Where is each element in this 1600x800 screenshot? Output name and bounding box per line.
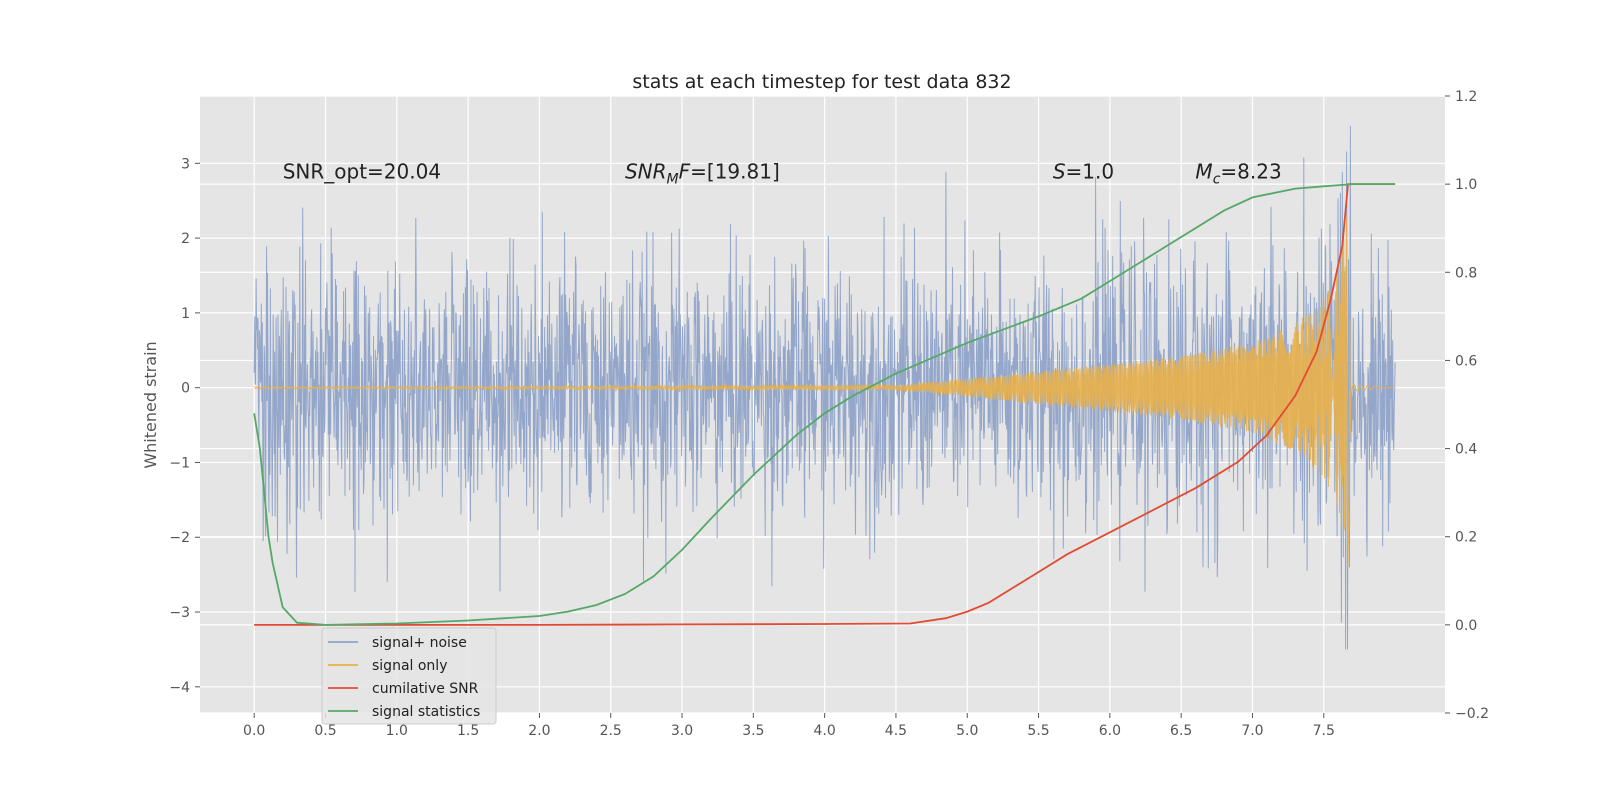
- signal-only-line: [253, 216, 1396, 567]
- annotation-0: SNR_opt=20.04: [283, 159, 441, 183]
- y2-tick-label: 0.2: [1455, 530, 1477, 546]
- y-tick-label: −1: [169, 455, 190, 471]
- x-tick-label: 0.0: [243, 723, 265, 739]
- annotation-1: SNRMF=[19.81]: [625, 159, 780, 187]
- cumulative-snr-line: [254, 183, 1396, 626]
- x-tick-label: 7.5: [1313, 723, 1335, 739]
- signal-statistics-line: [253, 183, 1396, 626]
- y2-tick-label: 0.0: [1455, 618, 1477, 634]
- signal-only-series: [253, 216, 1396, 567]
- annotation-3: Mc=8.23: [1195, 159, 1281, 187]
- y2-tick-labels: −0.2 0.0 0.2 0.4 0.6 0.8 1.0 1.2: [1445, 89, 1489, 722]
- x-tick-label: 6.5: [1170, 723, 1192, 739]
- y2-tick-label: 0.8: [1455, 265, 1477, 281]
- y2-tick-label: 0.6: [1455, 353, 1477, 369]
- x-tick-labels: 0.0 0.5 1.0 1.5 2.0 2.5 3.0 3.5 4.0 4.5 5.0 5.5 6.0 6…: [243, 713, 1335, 739]
- statistic-lines: [253, 183, 1396, 626]
- x-tick-label: 2.0: [528, 723, 550, 739]
- y2-tick-label: 1.0: [1455, 177, 1477, 193]
- x-tick-label: 7.0: [1241, 723, 1263, 739]
- legend-box: [321, 627, 497, 725]
- y-tick-label: 2: [181, 231, 190, 247]
- y-tick-labels: −4 −3 −2 −1 0 1 2 3: [169, 156, 200, 696]
- y2-tick-label: 0.4: [1455, 442, 1477, 458]
- x-tick-label: 2.5: [600, 723, 622, 739]
- x-tick-label: 5.0: [956, 723, 978, 739]
- legend-label: cumilative SNR: [372, 681, 479, 697]
- x-tick-label: 4.5: [885, 723, 907, 739]
- y-tick-label: 3: [181, 156, 190, 172]
- y-tick-label: −4: [169, 680, 190, 696]
- y-tick-label: −3: [169, 605, 190, 621]
- x-tick-label: 3.0: [671, 723, 693, 739]
- legend-label: signal statistics: [372, 704, 480, 720]
- y-tick-label: 0: [181, 381, 190, 397]
- y-tick-label: 1: [181, 306, 190, 322]
- annotations: SNR_opt=20.04 SNRMF=[19.81] S=1.0 Mc=8.23: [283, 159, 1282, 187]
- x-tick-label: 6.0: [1099, 723, 1121, 739]
- x-tick-label: 1.5: [457, 723, 479, 739]
- x-tick-label: 3.5: [742, 723, 764, 739]
- chart-title: stats at each timestep for test data 832: [632, 71, 1011, 93]
- y-tick-label: −2: [169, 530, 190, 546]
- legend-label: signal+ noise: [372, 635, 467, 651]
- y2-tick-label: 1.2: [1455, 89, 1477, 105]
- x-tick-label: 0.5: [314, 723, 336, 739]
- y-axis-label: Whitened strain: [141, 341, 160, 468]
- legend-label: signal only: [372, 658, 447, 674]
- legend: signal+ noise signal only cumilative SNR si…: [321, 627, 497, 725]
- x-tick-label: 5.5: [1027, 723, 1049, 739]
- y2-tick-label: −0.2: [1455, 706, 1489, 722]
- x-tick-label: 1.0: [386, 723, 408, 739]
- x-tick-label: 4.0: [814, 723, 836, 739]
- annotation-2: S=1.0: [1053, 159, 1114, 183]
